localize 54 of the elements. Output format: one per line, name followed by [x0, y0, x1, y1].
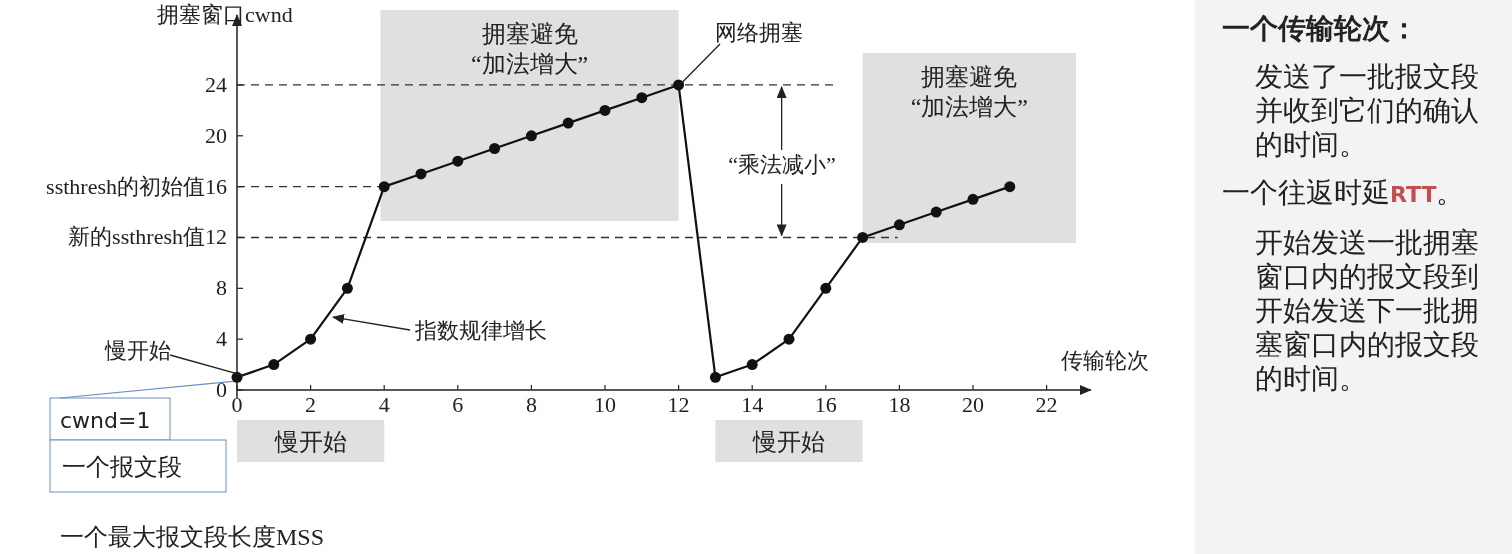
point — [636, 92, 648, 104]
point — [746, 359, 758, 371]
x-tick-label: 10 — [594, 392, 616, 417]
point — [783, 333, 795, 345]
annotation: 网络拥塞 — [715, 20, 803, 45]
point — [820, 282, 832, 294]
y-tick-label: 20 — [205, 122, 227, 148]
annotation: “乘法减小” — [728, 152, 836, 177]
point — [857, 231, 869, 243]
y-tick-label: 8 — [216, 275, 227, 301]
y-tick-label: ssthresh的初始值16 — [46, 173, 227, 199]
point — [562, 117, 574, 129]
x-tick-label: 6 — [452, 392, 464, 417]
annotation: 指数规律增长 — [414, 318, 547, 343]
point — [452, 155, 464, 167]
x-tick-label: 18 — [888, 392, 911, 417]
point — [1004, 181, 1016, 193]
text: 发送了一批报文段并收到它们的确认的时间。 — [1255, 60, 1480, 162]
point — [893, 219, 905, 231]
band-label: 拥塞避免 “加法增大” — [910, 64, 1028, 120]
x-axis-title: 传输轮次 — [1060, 348, 1149, 373]
y-tick-label: 4 — [216, 326, 227, 352]
point — [967, 193, 979, 205]
x-tick-label: 12 — [667, 392, 690, 417]
point — [599, 104, 611, 116]
band-label: 拥塞避免 “加法增大” — [470, 21, 589, 77]
text: 开始发送一批拥塞窗口内的报文段到开始发送下一批拥塞窗口内的报文段的时间。 — [1255, 226, 1480, 396]
text: 一个往返时延RTT。 — [1222, 176, 1466, 210]
text: 慢开始 — [752, 429, 825, 455]
text: 一个报文段 — [62, 454, 182, 480]
text: cwnd=1 — [60, 408, 151, 433]
point — [489, 143, 501, 155]
point — [268, 359, 280, 371]
point — [525, 130, 537, 142]
x-tick-label: 8 — [525, 392, 537, 417]
text: 慢开始 — [273, 429, 347, 455]
annotation: 慢开始 — [104, 338, 171, 363]
point — [709, 371, 721, 383]
x-tick-label: 4 — [378, 392, 390, 417]
point — [415, 168, 427, 180]
x-tick-label: 22 — [1035, 392, 1058, 417]
text: 一个传输轮次： — [1222, 12, 1419, 46]
point — [378, 181, 390, 193]
x-tick-label: 2 — [305, 392, 317, 417]
x-tick-label: 20 — [962, 392, 984, 417]
point — [341, 282, 353, 294]
point — [673, 79, 685, 91]
y-tick-label: 新的ssthresh值12 — [68, 224, 227, 250]
x-tick-label: 16 — [814, 392, 837, 417]
point — [930, 206, 942, 218]
y-tick-label: 24 — [205, 71, 227, 97]
text: 一个最大报文段长度MSS — [60, 524, 325, 550]
x-tick-label: 14 — [741, 392, 764, 417]
point — [305, 333, 317, 345]
